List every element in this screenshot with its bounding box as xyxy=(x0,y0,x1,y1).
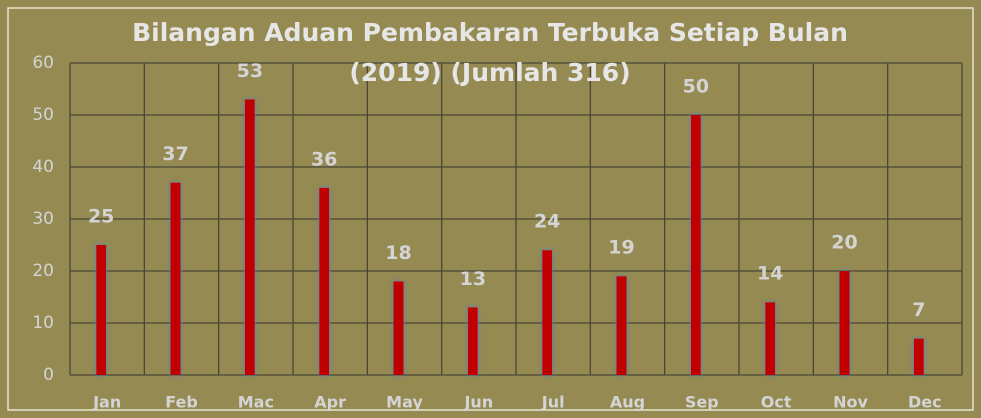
y-tick-label: 30 xyxy=(32,209,54,229)
x-tick-label: Mac xyxy=(238,393,274,412)
chart-title: Bilangan Aduan Pembakaran Terbuka Setiap… xyxy=(132,18,848,47)
bar xyxy=(393,281,404,375)
data-label: 19 xyxy=(608,237,634,259)
y-tick-label: 60 xyxy=(32,53,54,73)
bar xyxy=(96,245,107,375)
bar xyxy=(839,271,850,375)
data-label: 36 xyxy=(311,148,337,170)
data-label: 20 xyxy=(831,232,857,254)
y-tick-label: 50 xyxy=(32,105,54,125)
x-tick-label: Feb xyxy=(165,393,198,412)
bar xyxy=(170,182,181,375)
data-label: 53 xyxy=(237,60,263,82)
data-label: 50 xyxy=(683,76,709,98)
data-label: 7 xyxy=(912,299,925,321)
bar xyxy=(244,99,255,376)
data-label: 24 xyxy=(534,211,560,233)
x-tick-label: May xyxy=(386,393,423,412)
chart-title: (2019) (Jumlah 316) xyxy=(349,58,630,87)
x-tick-label: Dec xyxy=(908,393,942,412)
data-label: 13 xyxy=(460,268,486,290)
x-tick-label: Oct xyxy=(761,393,792,412)
y-tick-label: 0 xyxy=(43,365,54,385)
bar xyxy=(319,187,330,375)
x-tick-label: Sep xyxy=(685,393,719,412)
y-tick-label: 40 xyxy=(32,157,54,177)
bar xyxy=(913,338,924,375)
x-tick-label: Apr xyxy=(314,393,346,412)
x-tick-label: Aug xyxy=(610,393,645,412)
bar xyxy=(765,302,776,375)
frame xyxy=(7,7,974,411)
data-label: 14 xyxy=(757,263,783,285)
bar xyxy=(467,307,478,375)
x-tick-label: Jun xyxy=(463,393,493,412)
data-label: 25 xyxy=(88,206,114,228)
bar xyxy=(690,115,701,375)
bar xyxy=(616,276,627,375)
x-tick-label: Jul xyxy=(541,393,565,412)
y-tick-label: 10 xyxy=(32,313,54,333)
data-label: 37 xyxy=(162,143,188,165)
data-label: 18 xyxy=(385,242,411,264)
x-tick-label: Nov xyxy=(833,393,868,412)
x-tick-label: Jan xyxy=(92,393,121,412)
bar xyxy=(542,250,553,375)
y-tick-label: 20 xyxy=(32,261,54,281)
